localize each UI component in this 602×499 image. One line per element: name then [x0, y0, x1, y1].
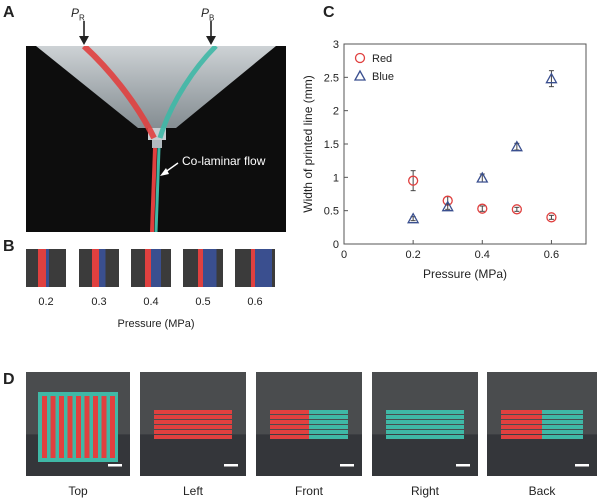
line-strip-photo [183, 249, 223, 287]
legend-marker-blue [353, 69, 367, 81]
red-data-point [546, 212, 557, 223]
view-photo-left [140, 372, 246, 476]
line-strip-photo [131, 249, 171, 287]
arrow-down-icon-blue [206, 21, 216, 45]
chart-xlabel: Pressure (MPa) [423, 267, 507, 281]
nozzle-illustration [36, 46, 276, 232]
panel-d-letter: D [3, 371, 15, 388]
view-photo-back [487, 372, 597, 476]
pressure-arrows [79, 21, 216, 45]
pressure-label-red: PR [71, 6, 85, 23]
y-tick-label: 0 [333, 239, 339, 251]
red-data-point [511, 204, 523, 215]
legend-label: Blue [372, 71, 394, 83]
y-tick-label: 2.5 [324, 72, 339, 84]
blue-data-point [545, 72, 558, 84]
strip-tick-label: 0.4 [143, 296, 159, 308]
colaminar-nozzle-photo: Co-laminar flow [26, 46, 286, 232]
line-strip-photo [79, 249, 119, 287]
y-tick-label: 0.5 [324, 206, 339, 218]
view-photo-right [372, 372, 478, 476]
view-photo-front [256, 372, 362, 476]
legend-label: Red [372, 53, 392, 65]
legend-marker-red [354, 52, 366, 64]
chart-axes: 0 0.2 0.4 0.6 0 0.5 1 1.5 2 2.5 3 [324, 39, 587, 261]
view-label-back: Back [528, 484, 556, 498]
colaminar-flow-annotation: Co-laminar flow [182, 154, 266, 168]
strip-tick-label: 0.2 [38, 296, 54, 308]
x-tick-label: 0.2 [405, 249, 420, 261]
y-tick-label: 1.5 [324, 139, 339, 151]
line-strip-photo [26, 249, 66, 287]
pressure-label-blue: PB [201, 6, 215, 23]
chart-legend: Red Blue [353, 52, 394, 83]
y-tick-label: 1 [333, 172, 339, 184]
view-label-right: Right [410, 484, 439, 498]
x-tick-label: 0.6 [544, 249, 559, 261]
strip-tick-label: 0.3 [91, 296, 107, 308]
panel-a-letter: A [3, 4, 15, 21]
view-label-front: Front [294, 484, 323, 498]
arrow-down-icon-red [79, 21, 89, 45]
y-tick-label: 2 [333, 106, 339, 118]
panel-b-letter: B [3, 238, 15, 255]
red-data-point [407, 175, 419, 186]
line-strip-photo [235, 249, 275, 287]
blue-data-point [476, 171, 489, 183]
blue-data-point [510, 140, 523, 152]
panel-c-letter: C [323, 4, 335, 21]
panel-b-xlabel: Pressure (MPa) [117, 318, 195, 330]
view-label-top: Top [68, 484, 88, 498]
strip-tick-label: 0.6 [247, 296, 263, 308]
blue-data-point [441, 200, 454, 212]
x-tick-label: 0 [341, 249, 347, 261]
view-photo-top [26, 372, 130, 476]
view-label-left: Left [182, 484, 203, 498]
chart-marks [407, 70, 558, 224]
x-tick-label: 0.4 [475, 249, 490, 261]
y-tick-label: 3 [333, 39, 339, 51]
strip-tick-label: 0.5 [195, 296, 211, 308]
red-data-point [477, 203, 488, 214]
blue-data-point [407, 212, 420, 224]
line-width-chart: 0 0.2 0.4 0.6 0 0.5 1 1.5 2 2.5 3 Red Blue Pressure… [301, 39, 587, 281]
chart-ylabel: Width of printed line (mm) [301, 75, 315, 212]
